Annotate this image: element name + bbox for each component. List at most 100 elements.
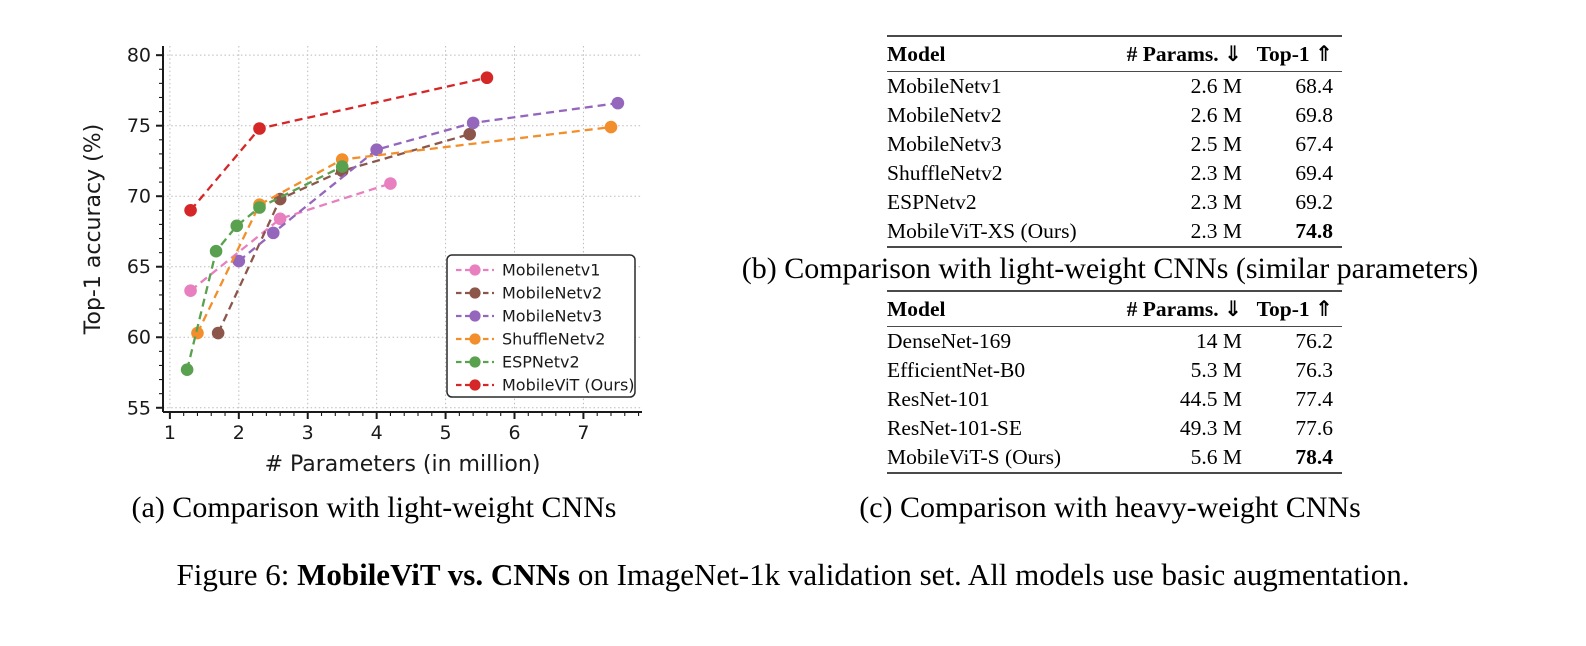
model-cell: MobileNetv2 [887, 103, 1002, 127]
data-point [232, 254, 246, 268]
model-cell: MobileViT-XS (Ours) [887, 219, 1077, 243]
data-point [384, 177, 397, 190]
data-point [480, 71, 494, 85]
series-espnetv2 [180, 160, 349, 376]
params-cell: 2.5 M [1190, 132, 1242, 156]
legend-label: MobileNetv3 [502, 307, 602, 326]
caption-a: (a) Comparison with light-weight CNNs [131, 491, 617, 524]
legend-label: MobileViT (Ours) [502, 376, 635, 395]
params-cell: 2.6 M [1190, 103, 1242, 127]
header-top1: Top-1 ⇑ [1242, 291, 1342, 327]
data-point [180, 363, 194, 376]
table-b: Model # Params. ⇓ Top-1 ⇑ MobileNetv1 2.6… [887, 35, 1342, 248]
caption-c: (c) Comparison with heavy-weight CNNs [859, 491, 1361, 524]
header-top1: Top-1 ⇑ [1242, 36, 1342, 72]
table-row: ResNet-101 44.5 M 77.4 [887, 385, 1342, 414]
data-point [211, 326, 225, 340]
params-cell: 5.3 M [1190, 358, 1242, 382]
params-cell: 44.5 M [1179, 387, 1242, 411]
top1-cell: 76.2 [1295, 329, 1333, 353]
legend-item-shufflenetv2: ShuffleNetv2 [456, 330, 605, 349]
data-point [463, 127, 476, 141]
params-cell: 2.3 M [1190, 190, 1242, 214]
y-tick-label: 55 [127, 397, 151, 419]
top1-cell: 69.4 [1295, 161, 1333, 185]
params-cell: 2.6 M [1190, 74, 1242, 98]
series-mobilenetv3 [232, 96, 625, 268]
figure-caption-prefix: Figure 6: [176, 557, 298, 592]
table-row: EfficientNet-B0 5.3 M 76.3 [887, 356, 1342, 385]
params-cell: 2.3 M [1190, 161, 1242, 185]
model-cell: MobileNetv3 [887, 132, 1002, 156]
series-mobilenetv1 [184, 177, 397, 298]
legend-label: Mobilenetv1 [502, 261, 600, 280]
legend-item-mobilenetv2: MobileNetv2 [456, 284, 602, 303]
table-row: MobileNetv2 2.6 M 69.8 [887, 101, 1342, 130]
table-header-row: Model # Params. ⇓ Top-1 ⇑ [887, 291, 1342, 327]
data-point [230, 219, 244, 233]
table-row: ShuffleNetv2 2.3 M 69.4 [887, 159, 1342, 188]
y-tick-label: 80 [127, 45, 151, 67]
lightweight-cnn-accuracy-chart: 1 2 3 4 5 6 7 55 60 65 70 75 80 # Parameters (in mill… [81, 45, 642, 477]
header-model: Model [887, 291, 1087, 327]
top1-cell: 74.8 [1295, 219, 1333, 243]
data-point [604, 120, 618, 134]
data-point [209, 244, 223, 258]
table-header-row: Model # Params. ⇓ Top-1 ⇑ [887, 36, 1342, 72]
table-row: ESPNetv2 2.3 M 69.2 [887, 188, 1342, 217]
table-row: MobileNetv1 2.6 M 68.4 [887, 72, 1342, 102]
legend-item-mobilenetv1: Mobilenetv1 [456, 261, 600, 280]
header-params: # Params. ⇓ [1087, 36, 1242, 72]
y-tick-label: 65 [127, 256, 151, 278]
data-point [611, 96, 625, 110]
legend-label: ShuffleNetv2 [502, 330, 605, 349]
data-point [191, 326, 204, 340]
series-mobilevit-ours- [184, 71, 494, 217]
x-tick-label: 1 [164, 422, 176, 444]
y-tick-label: 70 [127, 186, 151, 208]
table-row: MobileViT-XS (Ours) 2.3 M 74.8 [887, 217, 1342, 247]
x-axis-label: # Parameters (in million) [265, 452, 541, 477]
top1-cell: 69.2 [1295, 190, 1333, 214]
model-cell: DenseNet-169 [887, 329, 1012, 353]
chart-panel-a: 1 2 3 4 5 6 7 55 60 65 70 75 80 # Parameters (in mill… [70, 28, 670, 480]
data-point [466, 116, 480, 130]
figure-caption: Figure 6: MobileViT vs. CNNs on ImageNet… [0, 551, 1586, 599]
legend-label: ESPNetv2 [502, 353, 580, 372]
table-c: Model # Params. ⇓ Top-1 ⇑ DenseNet-169 14… [887, 290, 1342, 474]
data-point [253, 122, 266, 135]
params-cell: 49.3 M [1179, 416, 1242, 440]
x-tick-label: 7 [577, 422, 589, 444]
legend-item-espnetv2: ESPNetv2 [456, 353, 580, 372]
data-point [273, 212, 287, 226]
data-point [184, 204, 197, 217]
params-cell: 5.6 M [1190, 445, 1242, 469]
params-cell: 2.3 M [1190, 219, 1242, 243]
lightweight-comparison-table: Model # Params. ⇓ Top-1 ⇑ MobileNetv1 2.6… [887, 35, 1342, 248]
params-cell: 14 M [1196, 329, 1242, 353]
top1-cell: 76.3 [1295, 358, 1333, 382]
figure-caption-suffix: on ImageNet-1k validation set. All model… [570, 557, 1410, 592]
top1-cell: 77.4 [1295, 387, 1333, 411]
model-cell: ResNet-101 [887, 387, 990, 411]
model-cell: ResNet-101-SE [887, 416, 1022, 440]
top1-cell: 78.4 [1295, 445, 1333, 469]
top1-cell: 77.6 [1295, 416, 1333, 440]
model-cell: ESPNetv2 [887, 190, 977, 214]
legend-item-mobilevit-ours-: MobileViT (Ours) [456, 376, 635, 395]
header-params: # Params. ⇓ [1087, 291, 1242, 327]
table-row: DenseNet-169 14 M 76.2 [887, 327, 1342, 357]
caption-b: (b) Comparison with light-weight CNNs (s… [741, 252, 1479, 285]
table-row: MobileViT-S (Ours) 5.6 M 78.4 [887, 443, 1342, 473]
x-tick-label: 5 [440, 422, 452, 444]
data-point [266, 226, 280, 240]
table-row: ResNet-101-SE 49.3 M 77.6 [887, 414, 1342, 443]
data-point [253, 201, 266, 214]
y-tick-label: 60 [127, 327, 151, 349]
y-axis-label: Top-1 accuracy (%) [81, 124, 106, 335]
top1-cell: 67.4 [1295, 132, 1333, 156]
model-cell: ShuffleNetv2 [887, 161, 1003, 185]
legend: Mobilenetv1 MobileNetv2 MobileNetv3 Shuffle… [446, 254, 636, 398]
legend-item-mobilenetv3: MobileNetv3 [456, 307, 602, 326]
